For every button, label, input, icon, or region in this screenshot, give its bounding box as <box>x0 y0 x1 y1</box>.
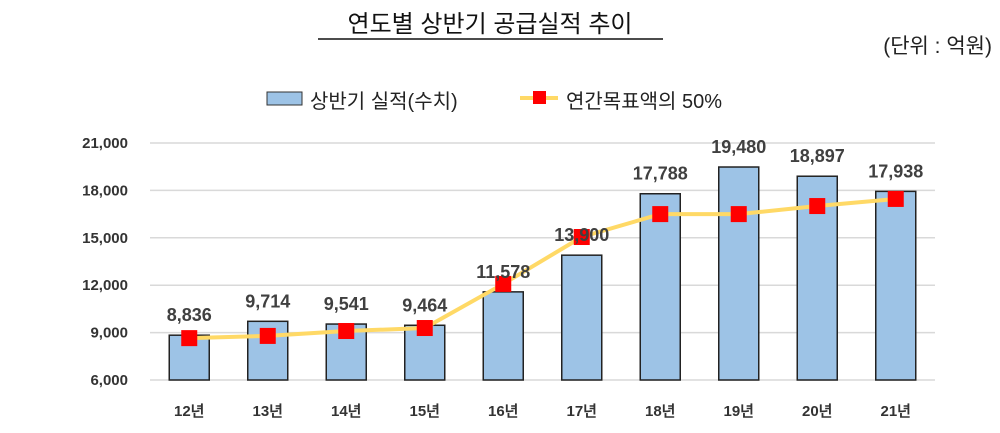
x-tick-label: 12년 <box>174 403 205 420</box>
chart-title: 연도별 상반기 공급실적 추이 <box>348 11 633 38</box>
x-tick-label: 13년 <box>253 403 284 420</box>
bar <box>639 192 681 381</box>
target-marker <box>259 327 276 344</box>
data-label: 11,578 <box>476 262 530 282</box>
data-label: 8,836 <box>167 305 212 325</box>
x-tick-label: 19년 <box>724 403 755 420</box>
legend-line-label: 연간목표액의 50% <box>566 90 722 113</box>
legend: 상반기 실적(수치) 연간목표액의 50% <box>266 90 722 113</box>
x-tick-label: 20년 <box>802 403 833 420</box>
bar <box>561 254 603 381</box>
data-label: 9,541 <box>324 294 369 314</box>
target-marker <box>730 206 747 223</box>
data-label: 9,714 <box>245 291 290 311</box>
data-label: 19,480 <box>711 137 766 157</box>
target-marker <box>573 229 590 246</box>
target-marker <box>416 320 433 337</box>
y-tick-label: 9,000 <box>90 325 128 342</box>
target-marker <box>652 206 669 223</box>
bar <box>875 190 917 381</box>
bar <box>482 291 524 381</box>
data-label: 13,900 <box>554 225 609 245</box>
target-marker <box>809 198 826 215</box>
target-marker <box>338 323 355 340</box>
y-tick-label: 6,000 <box>90 372 128 389</box>
target-marker <box>495 275 512 292</box>
legend-bar-swatch <box>266 91 303 106</box>
x-tick-label: 15년 <box>410 403 441 420</box>
target-marker <box>887 190 904 207</box>
y-tick-label: 18,000 <box>82 182 128 199</box>
x-tick-label: 17년 <box>567 403 598 420</box>
x-tick-label: 18년 <box>645 403 676 420</box>
target-marker <box>181 330 198 347</box>
y-tick-label: 21,000 <box>82 135 128 152</box>
y-tick-label: 15,000 <box>82 230 128 247</box>
target-line <box>189 196 896 341</box>
legend-marker-swatch <box>533 91 546 104</box>
x-tick-label: 21년 <box>881 403 912 420</box>
data-label: 18,897 <box>790 146 845 166</box>
y-tick-label: 12,000 <box>82 277 128 294</box>
legend-bar-label: 상반기 실적(수치) <box>310 90 458 113</box>
data-label: 17,938 <box>868 161 923 181</box>
unit-note: (단위 : 억원) <box>883 35 992 58</box>
x-tick-label: 14년 <box>331 403 362 420</box>
bar <box>718 166 760 381</box>
data-label: 17,788 <box>633 164 688 184</box>
x-tick-label: 16년 <box>488 403 519 420</box>
data-label: 9,464 <box>402 295 447 315</box>
